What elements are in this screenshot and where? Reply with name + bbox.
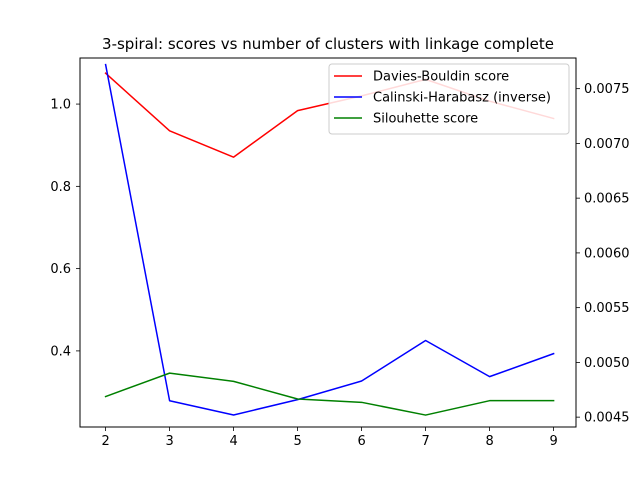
y-axis-right: 0.0045 0.0050 0.0055 0.0060 0.0065 0.0070 0.00… (576, 82, 630, 426)
legend-label-1: Davies-Bouldin score (373, 70, 509, 85)
y-right-tick-label: 0.0045 (584, 411, 630, 426)
y-right-tick-label: 0.0050 (584, 356, 630, 371)
y-left-tick-label: 1.0 (50, 98, 71, 113)
y-left-tick-label: 0.6 (50, 262, 71, 277)
x-tick-label: 7 (421, 434, 429, 449)
chart-title: 3-spiral: scores vs number of clusters w… (102, 35, 554, 53)
x-tick-label: 3 (165, 434, 173, 449)
x-tick-label: 9 (549, 434, 557, 449)
x-tick-label: 6 (357, 434, 365, 449)
legend: Davies-Bouldin score Calinski-Harabasz (i… (328, 63, 570, 135)
y-right-tick-label: 0.0060 (584, 246, 630, 261)
x-tick-label: 8 (485, 434, 493, 449)
legend-box (328, 63, 570, 135)
x-axis: 2 3 4 5 6 7 8 9 (101, 427, 558, 449)
legend-label-2: Calinski-Harabasz (inverse) (373, 91, 551, 106)
x-tick-label: 2 (101, 434, 109, 449)
series-line-3 (104, 372, 555, 416)
y-right-tick-label: 0.0070 (584, 137, 630, 152)
plot-frame (79, 57, 577, 428)
legend-label-3: Silouhette score (373, 112, 478, 127)
y-axis-left: 0.4 0.6 0.8 1.0 (50, 98, 80, 359)
x-tick-label: 4 (229, 434, 237, 449)
series-line-2 (104, 63, 555, 416)
y-right-tick-label: 0.0055 (584, 301, 630, 316)
y-left-tick-label: 0.4 (50, 344, 71, 359)
y-left-tick-label: 0.8 (50, 180, 71, 195)
y-right-tick-label: 0.0065 (584, 192, 630, 207)
y-right-tick-label: 0.0075 (584, 82, 630, 97)
x-tick-label: 5 (293, 434, 301, 449)
